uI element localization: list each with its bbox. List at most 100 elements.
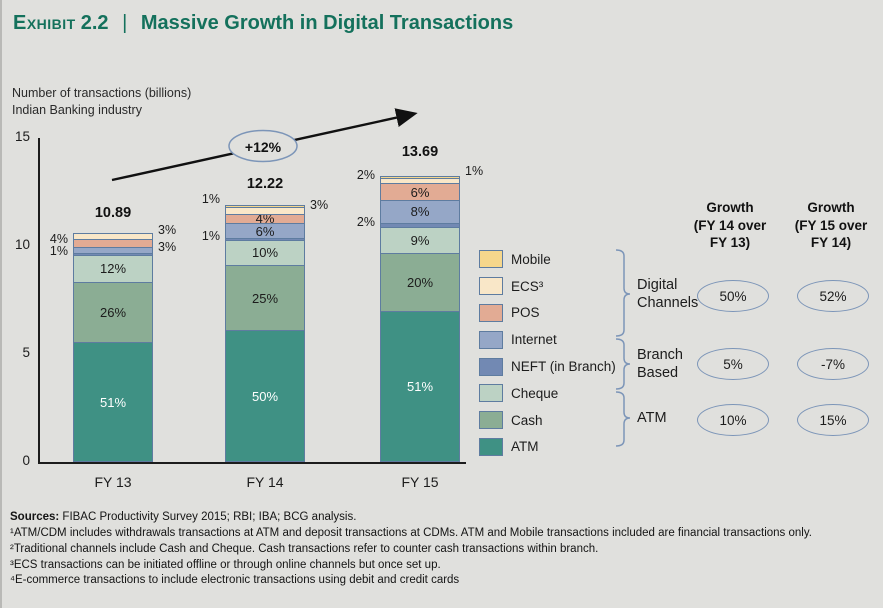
title-separator-bar: | — [122, 12, 128, 34]
stacked-bar-fy-13: 51% 26% 12% 1% 3% 4% 3% 10.89 — [50, 205, 176, 462]
segment-value-label: 9% — [410, 233, 430, 249]
header-line: (FY 14 over — [693, 217, 767, 233]
legend-swatch — [479, 330, 503, 349]
segment-value-label: 6% — [255, 223, 275, 239]
segment-cheque: 9% — [380, 227, 460, 255]
legend-item-atm: ATM — [479, 434, 616, 461]
legend-item-internet: Internet — [479, 326, 616, 353]
segment-ecs- — [225, 206, 305, 215]
footnote-line: ¹ATM/CDM includes withdrawals transactio… — [10, 526, 812, 539]
legend-item-cash: Cash — [479, 407, 616, 434]
segment-value-label: 25% — [251, 290, 279, 306]
group-label-line: Branch — [637, 347, 683, 363]
stacked-bar-plot: 15 10 5 0 51% 26% 12% 1% 3% 4% 3% 10.89 FY 13 50% 25% 1… — [15, 129, 483, 490]
segment-cash: 25% — [225, 265, 305, 332]
sources-line: Sources: FIBAC Productivity Survey 2015;… — [10, 510, 876, 526]
brace-atm — [615, 391, 631, 447]
y-tick-label: 10 — [14, 237, 30, 252]
legend-label: NEFT (in Branch) — [511, 359, 616, 375]
legend-swatch — [479, 411, 503, 430]
group-label-line: Based — [637, 364, 679, 381]
segment-value-label: 1% — [201, 229, 220, 244]
bar-total-label: 13.69 — [401, 144, 439, 161]
segment-pos — [73, 238, 153, 249]
legend-label: ATM — [511, 439, 539, 455]
axis-note: Number of transactions (billions) Indian… — [12, 85, 191, 119]
bar-total-label: 12.22 — [246, 176, 284, 193]
segment-value-label: 3% — [310, 197, 329, 212]
y-tick-label: 0 — [22, 453, 30, 468]
header-line: FY 13) — [709, 235, 751, 251]
growth-oval-digital-fy14: 50% — [697, 280, 769, 312]
segment-cheque: 12% — [73, 254, 153, 283]
sources-text: FIBAC Productivity Survey 2015; RBI; IBA… — [59, 511, 357, 523]
exhibit-title-bar: Exhibit 2.2 | Massive Growth in Digital T… — [13, 12, 513, 35]
footnote-lines: ¹ATM/CDM includes withdrawals transactio… — [10, 526, 876, 589]
header-line: (FY 15 over — [794, 217, 868, 233]
group-label-digital-channels: Digital Channels — [637, 277, 698, 312]
x-axis-line — [38, 462, 466, 464]
group-label-line: Digital — [637, 277, 678, 293]
legend-swatch — [479, 277, 503, 296]
legend-swatch — [479, 250, 503, 269]
header-line: FY 14) — [810, 235, 852, 251]
segment-atm: 50% — [225, 330, 305, 462]
growth-oval-atm-fy14: 10% — [697, 404, 769, 436]
growth-oval-digital-fy15: 52% — [797, 280, 869, 312]
legend-label: Mobile — [511, 251, 551, 267]
segment-value-label: 2% — [356, 215, 375, 230]
segment-value-label: 2% — [356, 168, 375, 183]
segment-mobile — [380, 176, 460, 180]
legend-item-ecs-: ECS³ — [479, 273, 616, 300]
segment-value-label: 1% — [49, 244, 68, 259]
legend-item-mobile: Mobile — [479, 246, 616, 273]
segment-mobile — [225, 205, 305, 208]
bar-total-label: 10.89 — [94, 204, 132, 221]
group-label-branch-based: Branch Based — [637, 347, 683, 382]
growth-oval-branch-fy15: -7% — [797, 348, 869, 380]
axis-note-line1: Number of transactions (billions) — [12, 86, 192, 100]
segment-value-label: 3% — [158, 223, 177, 238]
exhibit-label: Exhibit — [13, 12, 76, 34]
legend-label: POS — [511, 305, 540, 321]
header-line: Growth — [807, 200, 855, 215]
legend-item-neft-in-branch-: NEFT (in Branch) — [479, 353, 616, 380]
growth-oval-atm-fy15: 15% — [797, 404, 869, 436]
growth-oval-branch-fy14: 5% — [697, 348, 769, 380]
growth-col-header-fy15: Growth (FY 15 over FY 14) — [775, 199, 883, 252]
sources-label: Sources: — [10, 511, 60, 523]
segment-value-label: 51% — [406, 379, 434, 395]
legend-item-pos: POS — [479, 300, 616, 327]
header-line: Growth — [706, 200, 754, 215]
growth-col-header-fy14: Growth (FY 14 over FY 13) — [674, 199, 786, 252]
legend-label: Cheque — [511, 385, 559, 401]
footnote-line: ²Traditional channels include Cash and C… — [10, 542, 599, 555]
segment-value-label: 51% — [99, 394, 127, 410]
segment-ecs- — [73, 232, 153, 240]
stacked-bar-fy-14: 50% 25% 10% 1% 6% 4% 3% 1% 12.22 — [202, 176, 328, 462]
page-title: Massive Growth in Digital Transactions — [140, 12, 514, 34]
segment-value-label: 1% — [465, 163, 484, 178]
segment-cheque: 10% — [225, 239, 305, 267]
segment-pos: 4% — [225, 212, 305, 225]
x-axis-category-label: FY 15 — [401, 474, 439, 490]
segment-cash: 26% — [73, 281, 153, 344]
legend-swatch — [479, 384, 503, 403]
legend-swatch — [479, 303, 503, 322]
segment-internet — [73, 247, 153, 255]
segment-atm: 51% — [73, 342, 153, 462]
x-axis-category-label: FY 14 — [246, 474, 284, 490]
brace-branch-based — [615, 338, 631, 390]
segment-internet: 8% — [380, 199, 460, 224]
segment-value-label: 1% — [201, 192, 220, 207]
legend-item-cheque: Cheque — [479, 380, 616, 407]
growth-arrow-label: +12% — [244, 138, 282, 155]
segment-value-label: 6% — [410, 184, 430, 200]
segment-value-label: 20% — [406, 275, 434, 291]
group-label-atm: ATM — [637, 410, 667, 428]
y-tick-label: 15 — [14, 129, 30, 144]
footnotes: Sources: FIBAC Productivity Survey 2015;… — [10, 510, 876, 589]
segment-value-label: 50% — [251, 388, 279, 404]
segment-value-label: 12% — [99, 261, 127, 277]
